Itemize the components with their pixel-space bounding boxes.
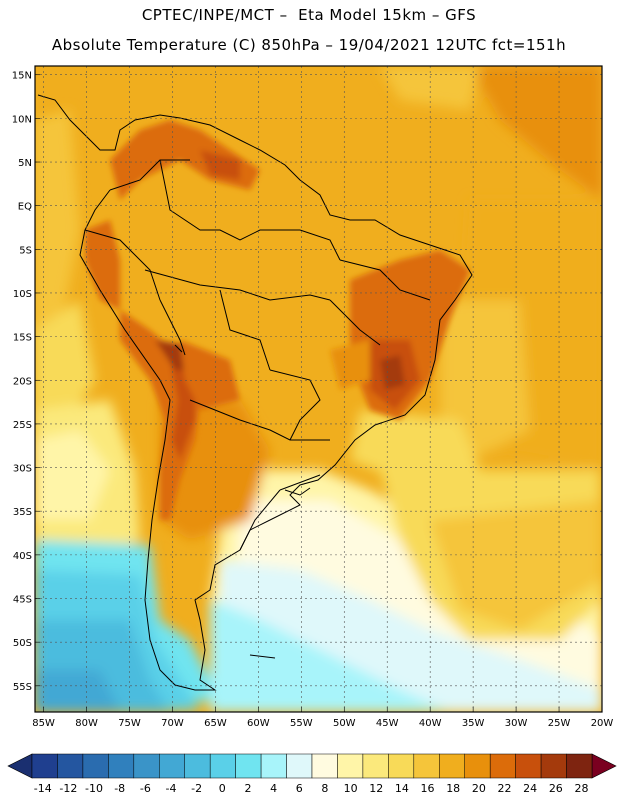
colorbar-swatch <box>57 753 84 779</box>
lat-label: EQ <box>18 202 32 213</box>
colorbar-swatch <box>133 753 160 779</box>
colorbar-label: 20 <box>472 782 486 795</box>
colorbar-under-arrow <box>7 753 33 779</box>
colorbar-swatch <box>286 753 313 779</box>
colorbar-label: 6 <box>296 782 303 795</box>
colorbar-swatch <box>566 753 593 779</box>
colorbar-label: 4 <box>270 782 277 795</box>
lat-label: 50S <box>13 638 32 649</box>
colorbar-label: 28 <box>574 782 588 795</box>
colorbar-swatch <box>515 753 542 779</box>
map-subtitle: Absolute Temperature (C) 850hPa – 19/04/… <box>51 36 567 54</box>
lat-label: 30S <box>13 464 32 475</box>
colorbar-label: 16 <box>421 782 435 795</box>
coastlines <box>37 94 473 691</box>
colorbar-swatch <box>184 753 211 779</box>
colorbar-swatch <box>337 753 364 779</box>
latitude-labels: 15N 10N 5N EQ 5S 10S 15S 20S 25S 30S 35S 40S 45S 50S 5… <box>12 71 32 693</box>
lat-label: 35S <box>13 507 32 518</box>
colorbar-swatch <box>439 753 465 779</box>
map-title: CPTEC/INPE/MCT – Eta Model 15km – GFS <box>141 6 477 24</box>
colorbar-label: -8 <box>114 782 125 795</box>
colorbar-swatch <box>82 753 109 779</box>
lat-label: 40S <box>13 551 32 562</box>
colorbar-swatch <box>362 753 389 779</box>
colorbar-swatch <box>159 753 185 779</box>
longitude-labels: 85W 80W 75W 70W 65W 60W 55W 50W 45W 40W 35W 30W 25W 2… <box>32 718 613 729</box>
colorbar-swatch <box>489 753 516 779</box>
lon-label: 55W <box>290 718 313 729</box>
colorbar-swatch <box>388 753 415 779</box>
lat-label: 45S <box>13 595 32 606</box>
colorbar-label: -2 <box>191 782 202 795</box>
colorbar-swatch <box>311 753 338 779</box>
lat-label: 5S <box>19 245 32 256</box>
lat-label: 15S <box>13 333 32 344</box>
colorbar-label: 10 <box>344 782 358 795</box>
lat-label: 55S <box>13 682 32 693</box>
lon-label: 80W <box>75 718 98 729</box>
colorbar-label: 14 <box>395 782 409 795</box>
colorbar-label: -14 <box>34 782 52 795</box>
lon-label: 50W <box>333 718 356 729</box>
colorbar-swatch <box>260 753 287 779</box>
colorbar-label: 8 <box>321 782 328 795</box>
lon-label: 70W <box>161 718 184 729</box>
lon-label: 35W <box>462 718 485 729</box>
colorbar-over-arrow <box>591 753 617 779</box>
lon-label: 40W <box>419 718 442 729</box>
colorbar-label: -10 <box>85 782 103 795</box>
lat-label: 20S <box>13 376 32 387</box>
colorbar-swatch <box>540 753 567 779</box>
colorbar-label: -4 <box>166 782 177 795</box>
colorbar-label: 18 <box>446 782 460 795</box>
graticule <box>35 66 603 712</box>
colorbar-label: 22 <box>498 782 512 795</box>
lon-label: 75W <box>118 718 141 729</box>
lat-label: 25S <box>13 420 32 431</box>
colorbar-swatch <box>31 753 58 779</box>
colorbar-label: 0 <box>219 782 226 795</box>
colorbar-label: 2 <box>244 782 251 795</box>
lon-label: 85W <box>32 718 55 729</box>
colorbar-swatch <box>235 753 262 779</box>
colorbar-label: 12 <box>369 782 383 795</box>
lat-label: 10N <box>12 114 32 125</box>
lon-label: 45W <box>376 718 399 729</box>
colorbar-label: -12 <box>59 782 77 795</box>
lon-label: 25W <box>548 718 571 729</box>
map-frame <box>34 65 603 713</box>
colorbar-swatch <box>413 753 440 779</box>
colorbar-swatch <box>108 753 135 779</box>
lat-label: 5N <box>18 158 32 169</box>
colorbar-label: -6 <box>140 782 151 795</box>
lon-label: 60W <box>247 718 270 729</box>
lon-label: 65W <box>204 718 227 729</box>
lon-label: 20W <box>591 718 614 729</box>
lon-label: 30W <box>505 718 528 729</box>
lat-label: 10S <box>13 289 32 300</box>
colorbar-label: 24 <box>523 782 537 795</box>
colorbar-swatch <box>464 753 491 779</box>
colorbar-label: 26 <box>549 782 563 795</box>
colorbar-swatch <box>209 753 236 779</box>
lat-label: 15N <box>12 71 32 82</box>
